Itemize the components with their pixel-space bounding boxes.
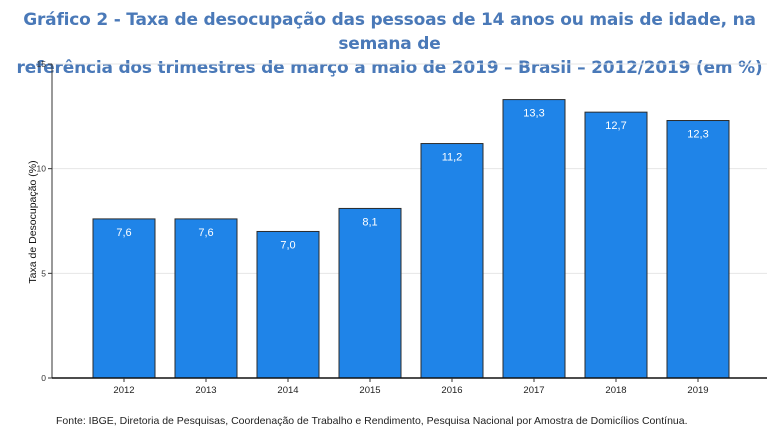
bar xyxy=(584,111,648,379)
x-tick-label: 2015 xyxy=(359,385,380,396)
data-label: 12,3 xyxy=(687,129,708,141)
x-tick-label: 2014 xyxy=(277,385,298,396)
x-tick-label: 2017 xyxy=(523,385,544,396)
x-tick-label: 2012 xyxy=(113,385,134,396)
data-label: 7,6 xyxy=(116,227,131,239)
y-axis-label: Taxa de Desocupação (%) xyxy=(27,160,39,283)
bar xyxy=(92,218,156,379)
data-label: 7,0 xyxy=(280,239,295,251)
y-tick-label: 5 xyxy=(41,268,46,278)
bar xyxy=(174,218,238,379)
data-label: 13,3 xyxy=(523,108,544,120)
chart-title-line-2: referência dos trimestres de março a mai… xyxy=(16,58,763,78)
bar xyxy=(338,207,402,379)
source-note: Fonte: IBGE, Diretoria de Pesquisas, Coo… xyxy=(56,415,688,427)
y-tick-label: 0 xyxy=(41,373,46,383)
axes: 0 5 10 15 2012 2013 2014 2015 2016 2017 2018 2019 xyxy=(37,59,767,396)
gridlines xyxy=(52,63,767,274)
bars xyxy=(92,99,730,379)
y-tick-label: 15 xyxy=(37,59,47,69)
data-label: 8,1 xyxy=(362,216,377,228)
bar xyxy=(256,230,320,379)
x-tick-label: 2013 xyxy=(195,385,216,396)
bar xyxy=(666,120,730,379)
data-labels: 7,6 7,6 7,0 8,1 11,2 13,3 12,7 12,3 xyxy=(116,108,708,252)
x-tick-label: 2018 xyxy=(605,385,626,396)
y-tick-label: 10 xyxy=(37,164,47,174)
bar xyxy=(502,99,566,379)
data-label: 12,7 xyxy=(605,120,626,132)
x-tick-label: 2016 xyxy=(441,385,462,396)
chart-title-line-1: Gráfico 2 - Taxa de desocupação das pess… xyxy=(23,10,756,54)
x-tick-label: 2019 xyxy=(687,385,708,396)
data-label: 7,6 xyxy=(198,227,213,239)
chart-title: Gráfico 2 - Taxa de desocupação das pess… xyxy=(0,8,779,80)
bar xyxy=(420,143,484,379)
data-label: 11,2 xyxy=(442,152,463,164)
